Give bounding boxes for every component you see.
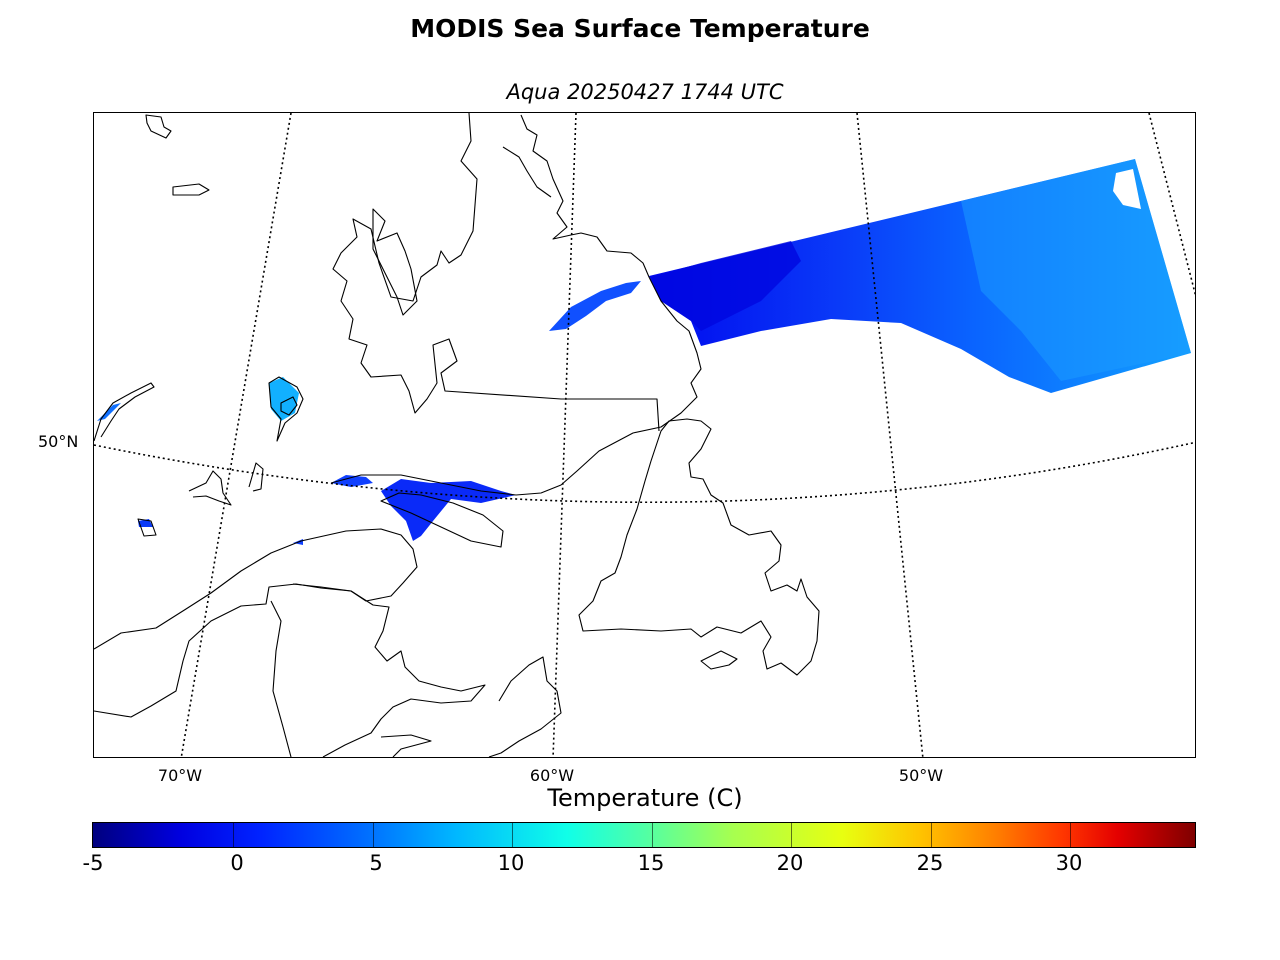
colorbar-tick bbox=[373, 822, 374, 848]
colorbar-label: 25 bbox=[916, 851, 944, 875]
colorbar-label: 20 bbox=[776, 851, 804, 875]
colorbar-tick bbox=[1070, 822, 1071, 848]
colorbar-label: 0 bbox=[230, 851, 244, 875]
sst-swath bbox=[649, 159, 1191, 393]
map-canvas bbox=[94, 113, 1195, 757]
figure-subtitle: Aqua 20250427 1744 UTC bbox=[506, 80, 784, 104]
longitude-label-50w: 50°W bbox=[898, 766, 944, 785]
latitude-label-50n: 50°N bbox=[38, 432, 79, 451]
colorbar-tick bbox=[512, 822, 513, 848]
colorbar-tick bbox=[931, 822, 932, 848]
figure-title: MODIS Sea Surface Temperature bbox=[410, 14, 870, 43]
map-frame bbox=[93, 112, 1196, 758]
colorbar-tick bbox=[791, 822, 792, 848]
colorbar-tick bbox=[652, 822, 653, 848]
colorbar-label: 30 bbox=[1055, 851, 1083, 875]
longitude-label-70w: 70°W bbox=[157, 766, 203, 785]
colorbar bbox=[92, 822, 1196, 848]
colorbar-tick bbox=[233, 822, 234, 848]
colorbar-label: 15 bbox=[637, 851, 665, 875]
graticule bbox=[94, 113, 1195, 757]
colorbar-label: 10 bbox=[497, 851, 525, 875]
colorbar-label: 5 bbox=[369, 851, 383, 875]
longitude-label-60w: 60°W bbox=[529, 766, 575, 785]
coastlines bbox=[94, 113, 820, 757]
sst-patches bbox=[97, 281, 641, 545]
colorbar-title: Temperature (C) bbox=[547, 784, 743, 812]
colorbar-label: -5 bbox=[82, 851, 104, 875]
